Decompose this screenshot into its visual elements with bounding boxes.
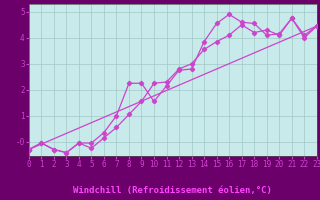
Text: Windchill (Refroidissement éolien,°C): Windchill (Refroidissement éolien,°C) xyxy=(73,186,272,194)
